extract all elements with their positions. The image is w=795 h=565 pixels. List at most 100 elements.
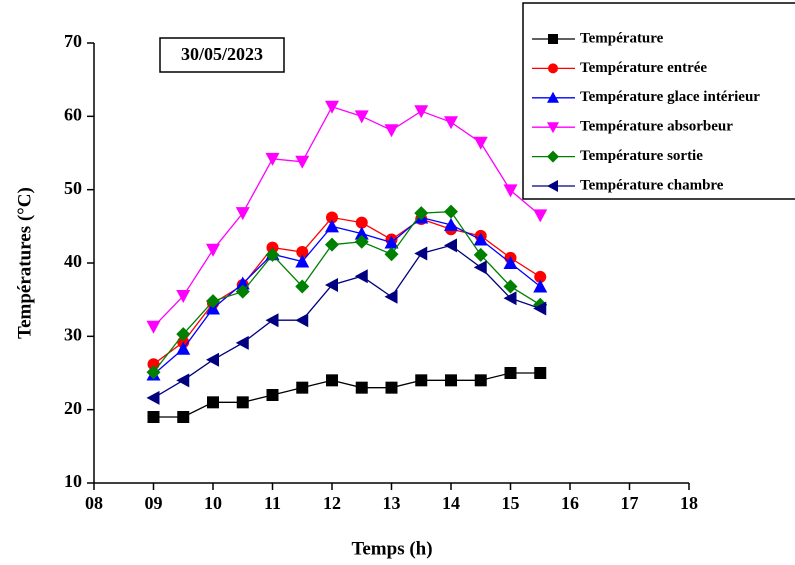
y-tick-label: 40 (64, 251, 82, 271)
marker (534, 270, 547, 283)
marker (473, 247, 488, 262)
marker (326, 374, 338, 387)
marker (444, 238, 457, 253)
marker (176, 341, 191, 355)
marker (146, 390, 160, 405)
x-tick-label: 11 (264, 493, 281, 513)
y-tick-label: 30 (64, 324, 82, 344)
annotation: 30/05/2023 (181, 44, 263, 64)
x-tick-label: 10 (204, 493, 222, 513)
legend-label: Température glace intérieur (580, 89, 760, 105)
marker (147, 358, 160, 371)
x-tick-label: 18 (680, 493, 698, 513)
marker (295, 279, 310, 294)
marker (385, 381, 398, 394)
marker (325, 237, 339, 252)
marker (547, 122, 559, 134)
marker (474, 374, 487, 387)
marker (354, 269, 368, 284)
marker (473, 232, 488, 246)
marker (295, 313, 309, 328)
marker (176, 373, 190, 388)
marker (354, 234, 369, 249)
marker (206, 352, 219, 367)
marker (236, 396, 249, 409)
marker (296, 381, 309, 394)
x-tick-label: 13 (383, 493, 401, 513)
marker (325, 100, 339, 114)
marker (384, 235, 399, 249)
x-tick-label: 12 (323, 493, 341, 513)
marker (146, 365, 161, 380)
marker (176, 290, 191, 303)
marker (503, 291, 517, 306)
y-tick-label: 60 (64, 104, 82, 124)
marker (503, 279, 518, 294)
marker (296, 246, 309, 258)
marker (503, 256, 518, 269)
marker (235, 284, 250, 299)
marker (444, 204, 458, 219)
marker (206, 294, 220, 309)
marker (295, 254, 310, 268)
marker (473, 260, 487, 275)
marker (444, 116, 458, 130)
marker (177, 411, 190, 423)
legend-box (522, 2, 795, 200)
marker (548, 34, 558, 44)
x-tick-label: 08 (85, 493, 103, 513)
marker (266, 389, 279, 401)
marker (354, 226, 369, 240)
marker (355, 381, 368, 394)
x-tick-label: 14 (442, 493, 460, 513)
marker (325, 219, 339, 233)
marker (235, 335, 249, 350)
y-tick-label: 10 (64, 471, 82, 491)
x-tick-label: 16 (561, 493, 579, 513)
marker (384, 124, 399, 138)
marker (547, 180, 558, 192)
x-tick-label: 15 (502, 493, 520, 513)
marker (533, 279, 548, 293)
marker (147, 411, 160, 423)
marker (547, 91, 559, 103)
marker (146, 320, 161, 334)
marker (414, 206, 429, 221)
marker (414, 105, 429, 119)
x-axis-label: Temps (h) (351, 538, 432, 559)
x-tick-label: 17 (621, 493, 639, 513)
legend-label: Température absorbeur (580, 119, 733, 135)
marker (265, 247, 280, 262)
marker (548, 63, 558, 74)
marker (504, 367, 517, 379)
marker (326, 211, 338, 224)
y-tick-label: 70 (64, 31, 82, 51)
annotation-box (159, 37, 285, 73)
marker (207, 396, 219, 409)
legend-label: Température (580, 30, 664, 46)
marker (414, 246, 428, 261)
legend-label: Température chambre (580, 177, 724, 193)
marker (503, 184, 518, 198)
marker (473, 136, 488, 150)
y-axis-label: Températures (°C) (14, 187, 35, 339)
marker (295, 155, 310, 169)
marker (533, 209, 548, 223)
y-tick-label: 20 (64, 398, 82, 418)
marker (384, 247, 399, 262)
marker (265, 152, 280, 166)
marker (445, 374, 457, 387)
marker (415, 374, 428, 387)
y-tick-label: 50 (64, 178, 82, 198)
legend-label: Température sortie (580, 148, 703, 164)
marker (206, 243, 220, 257)
marker (534, 367, 547, 379)
marker (265, 313, 279, 328)
marker (354, 110, 369, 124)
legend-label: Température entrée (580, 60, 707, 76)
x-tick-label: 09 (145, 493, 163, 513)
marker (176, 327, 191, 342)
marker (325, 278, 338, 292)
marker (533, 301, 547, 316)
